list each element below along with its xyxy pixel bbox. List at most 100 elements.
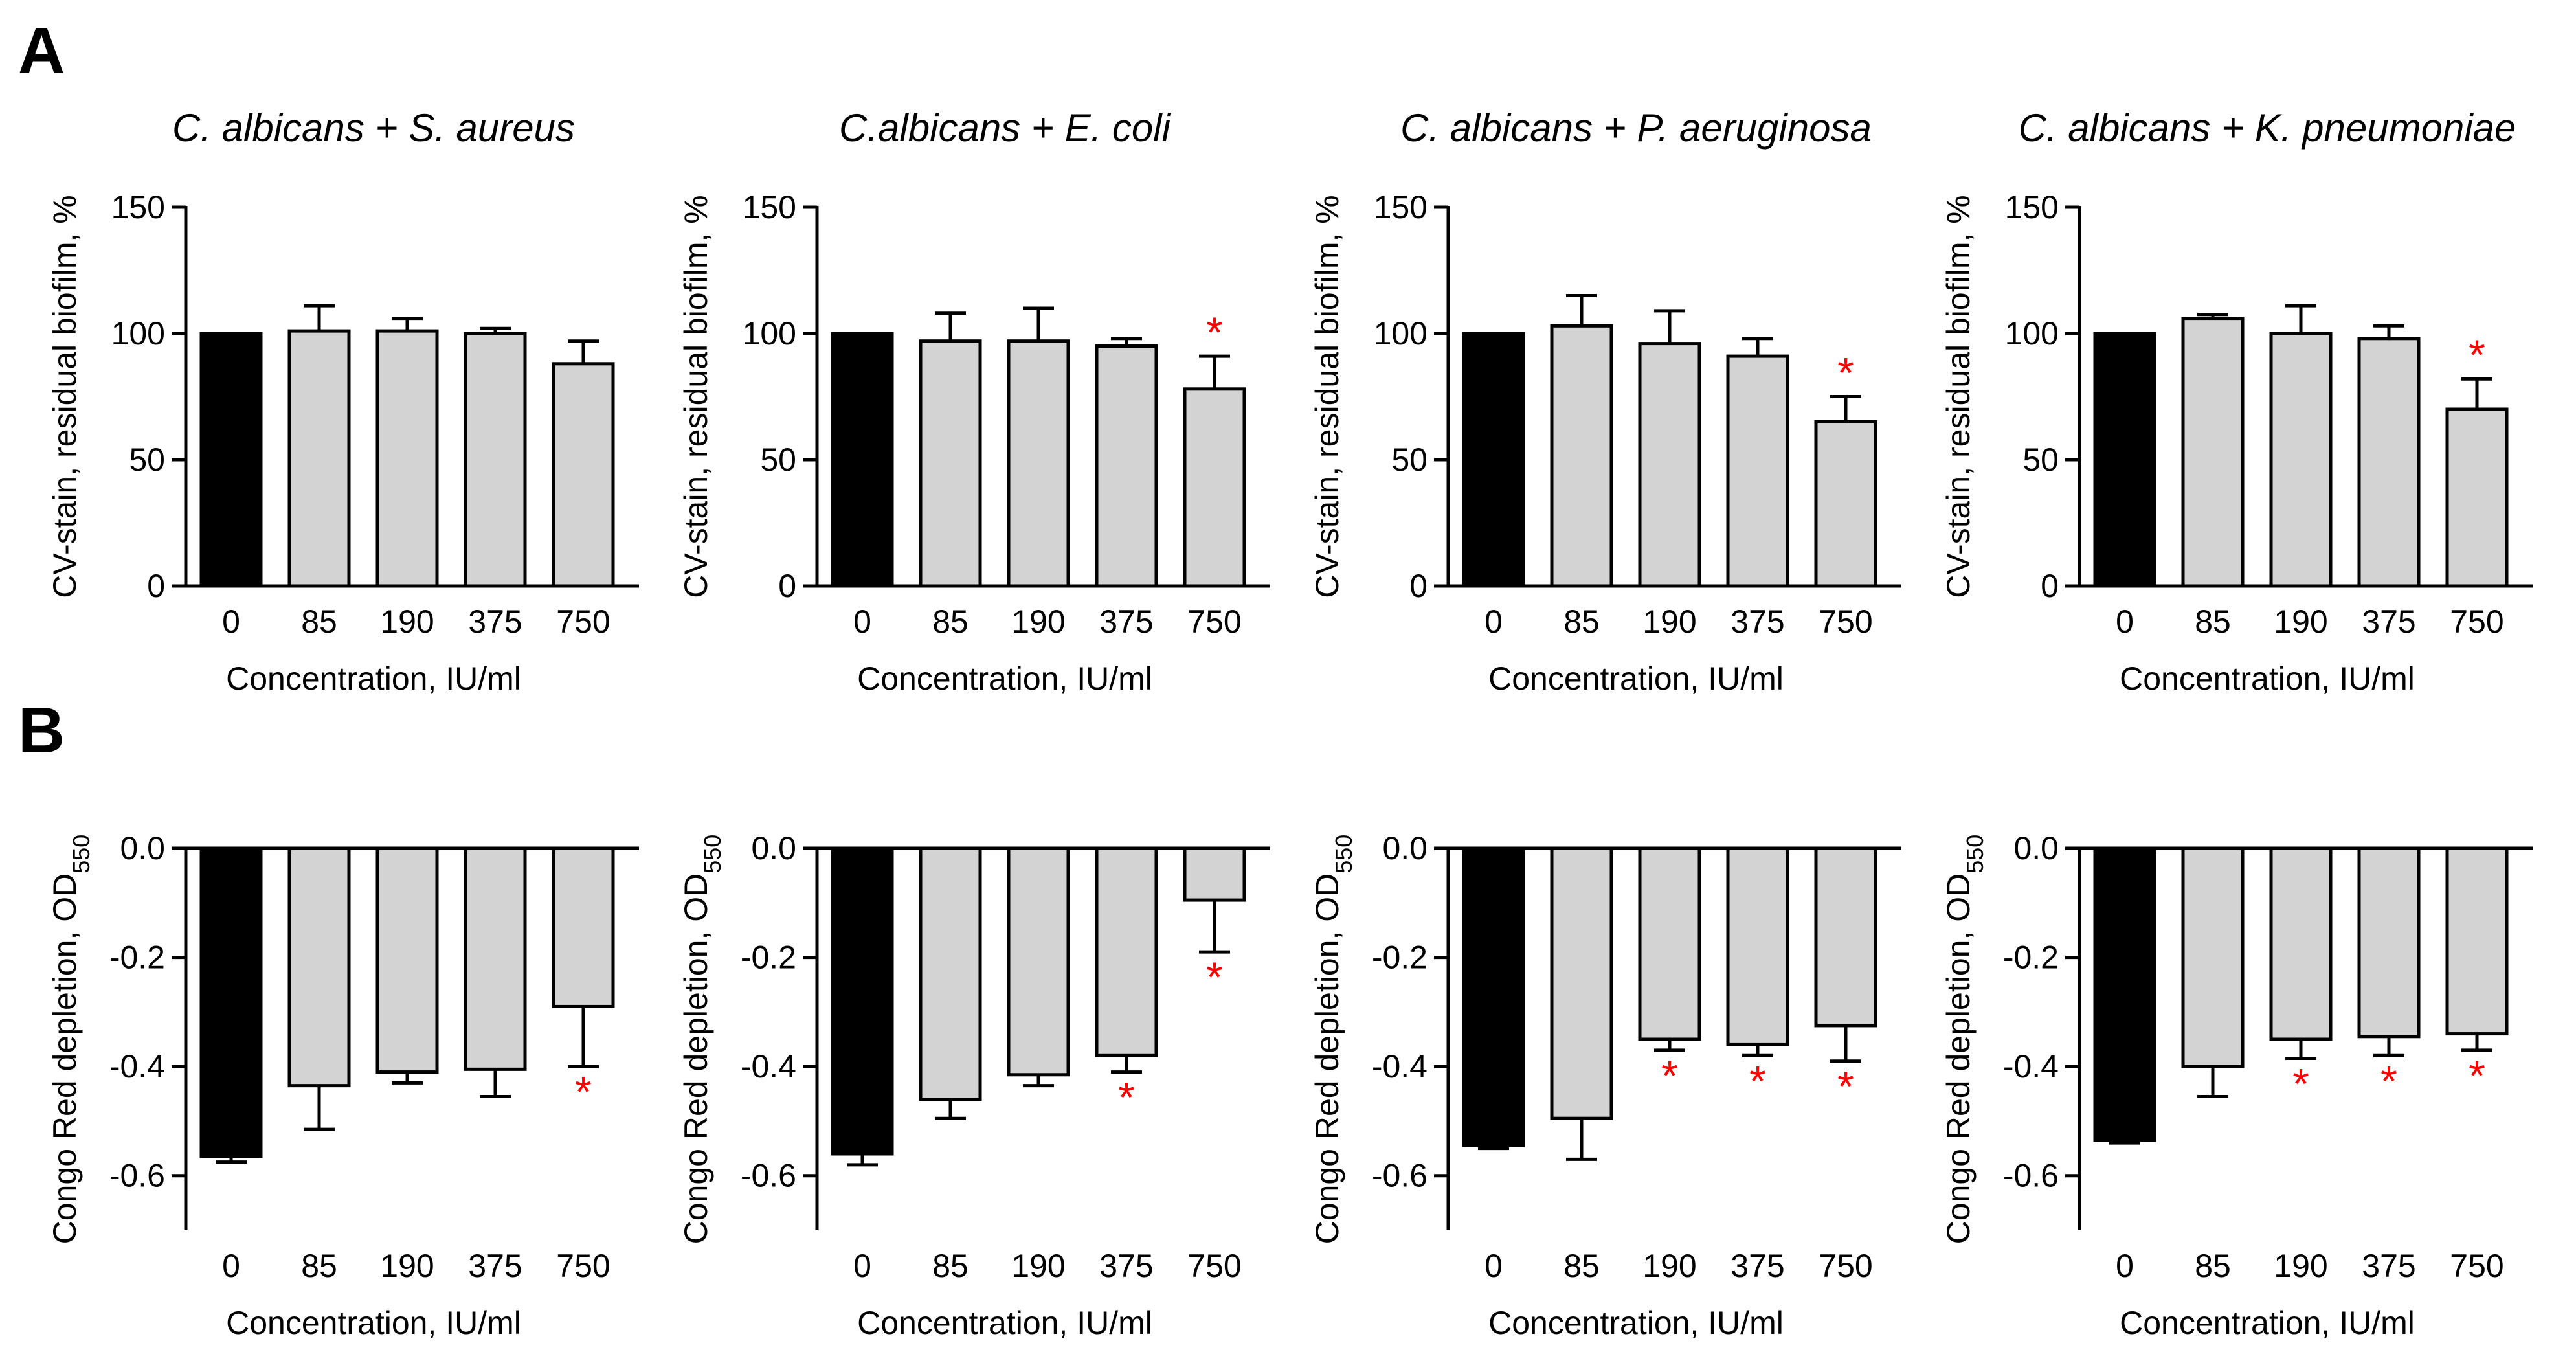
x-tick-label: 375 xyxy=(1099,1248,1153,1284)
y-axis-label: Congo Red depletion, OD550 xyxy=(1940,835,1988,1245)
significance-star: * xyxy=(2469,1052,2485,1099)
bar xyxy=(2093,846,2156,1142)
y-tick-label: -0.4 xyxy=(2003,1048,2059,1085)
bar xyxy=(375,846,439,1074)
chart-6: * * -0.6 -0.4 -0.2 0.0 0 85 190 375 750 Concentrati… xyxy=(678,830,1270,1341)
bar xyxy=(2181,317,2245,588)
bar xyxy=(1638,342,1701,588)
chart-title: C. albicans + P. aeruginosa xyxy=(1400,106,1872,150)
y-axis-label: Congo Red depletion, OD550 xyxy=(1309,835,1357,1245)
y-tick-label: -0.4 xyxy=(741,1048,796,1085)
y-axis-label-subscript: 550 xyxy=(68,835,95,873)
x-tick-label: 750 xyxy=(1819,1248,1872,1284)
bar xyxy=(464,846,527,1071)
significance-star: * xyxy=(1206,308,1223,356)
x-tick-label: 0 xyxy=(1484,603,1503,640)
bar xyxy=(919,846,982,1101)
x-tick-label: 750 xyxy=(556,603,610,640)
y-tick-label: -0.6 xyxy=(741,1158,796,1194)
x-tick-label: 750 xyxy=(2450,603,2503,640)
x-tick-label: 0 xyxy=(222,1248,240,1284)
bar xyxy=(1095,846,1158,1057)
x-tick-label: 375 xyxy=(1099,603,1153,640)
x-axis-label: Concentration, IU/ml xyxy=(1488,660,1784,697)
chart-3: C. albicans + P. aeruginosa * 0 50 100 150 0 85… xyxy=(1309,106,1901,697)
y-axis-label: CV-stain, residual biofilm, % xyxy=(1309,195,1345,598)
y-tick-label: -0.6 xyxy=(1372,1158,1428,1194)
bar xyxy=(1095,344,1158,588)
y-tick-label: 50 xyxy=(1391,442,1428,478)
x-axis-label: Concentration, IU/ml xyxy=(1488,1305,1784,1341)
x-tick-label: 85 xyxy=(932,603,969,640)
x-tick-label: 0 xyxy=(222,603,240,640)
panel-label-a: A xyxy=(18,14,65,87)
x-tick-label: 750 xyxy=(556,1248,610,1284)
bar xyxy=(1726,354,1789,588)
x-tick-label: 190 xyxy=(2274,1248,2327,1284)
x-tick-label: 85 xyxy=(301,603,337,640)
x-tick-label: 85 xyxy=(1563,1248,1600,1284)
x-tick-label: 0 xyxy=(2116,603,2134,640)
y-tick-label: 0 xyxy=(2041,568,2059,604)
y-tick-label: -0.2 xyxy=(741,940,796,976)
x-tick-label: 85 xyxy=(932,1248,969,1284)
y-tick-label: 150 xyxy=(1374,189,1428,225)
x-tick-label: 190 xyxy=(1011,1248,1065,1284)
x-axis-label: Concentration, IU/ml xyxy=(2120,1305,2415,1341)
y-tick-label: 0.0 xyxy=(1382,830,1428,866)
bar xyxy=(1007,846,1070,1077)
y-tick-label: 150 xyxy=(111,189,165,225)
bar xyxy=(831,846,894,1156)
bar xyxy=(1638,846,1701,1041)
bar xyxy=(375,329,439,588)
x-axis-label: Concentration, IU/ml xyxy=(857,660,1152,697)
y-axis-label-subscript: 550 xyxy=(1330,835,1357,873)
y-axis-label: Congo Red depletion, OD550 xyxy=(47,835,95,1245)
x-tick-label: 375 xyxy=(468,1248,522,1284)
bar xyxy=(2357,337,2421,588)
chart-title: C.albicans + E. coli xyxy=(839,106,1172,150)
x-tick-label: 0 xyxy=(853,603,871,640)
x-axis-label: Concentration, IU/ml xyxy=(226,660,521,697)
y-tick-label: 0 xyxy=(778,568,796,604)
bar xyxy=(552,362,615,588)
bar xyxy=(1814,420,1877,588)
y-axis-label: CV-stain, residual biofilm, % xyxy=(1940,195,1977,598)
y-tick-label: -0.2 xyxy=(1372,940,1428,976)
x-tick-label: 0 xyxy=(2116,1248,2134,1284)
bar xyxy=(919,339,982,588)
y-axis-label: CV-stain, residual biofilm, % xyxy=(47,195,83,598)
chart-title: C. albicans + S. aureus xyxy=(172,106,575,150)
x-axis-label: Concentration, IU/ml xyxy=(857,1305,1152,1341)
y-axis-label: CV-stain, residual biofilm, % xyxy=(678,195,714,598)
x-tick-label: 85 xyxy=(2195,603,2231,640)
x-tick-label: 750 xyxy=(1187,1248,1241,1284)
chart-4: C. albicans + K. pneumoniae * 0 50 100 150 0 85… xyxy=(1940,106,2533,697)
y-tick-label: 150 xyxy=(743,189,796,225)
chart-5: * -0.6 -0.4 -0.2 0.0 0 85 190 375 750 Concentratio… xyxy=(47,830,639,1341)
bar xyxy=(1462,332,1525,588)
significance-star: * xyxy=(1118,1074,1135,1121)
chart-2: C.albicans + E. coli * 0 50 100 150 0 85 190 375 7… xyxy=(678,106,1270,697)
bar xyxy=(199,332,263,588)
bar xyxy=(2269,846,2333,1041)
significance-star: * xyxy=(2469,331,2485,379)
significance-star: * xyxy=(1837,1063,1854,1110)
y-tick-label: -0.4 xyxy=(1372,1048,1428,1085)
y-tick-label: 0.0 xyxy=(120,830,165,866)
significance-star: * xyxy=(2380,1057,2397,1105)
bar xyxy=(2269,332,2333,588)
bar xyxy=(2357,846,2421,1039)
y-tick-label: -0.6 xyxy=(2003,1158,2059,1194)
y-tick-label: 0.0 xyxy=(2013,830,2059,866)
bar xyxy=(1183,387,1246,588)
bar xyxy=(287,329,351,588)
x-tick-label: 375 xyxy=(468,603,522,640)
y-tick-label: 150 xyxy=(2005,189,2059,225)
chart-title: C. albicans + K. pneumoniae xyxy=(2019,106,2516,150)
x-tick-label: 0 xyxy=(1484,1248,1503,1284)
panel-label-b: B xyxy=(18,694,65,767)
bar xyxy=(2093,332,2156,588)
y-tick-label: 50 xyxy=(129,442,165,478)
